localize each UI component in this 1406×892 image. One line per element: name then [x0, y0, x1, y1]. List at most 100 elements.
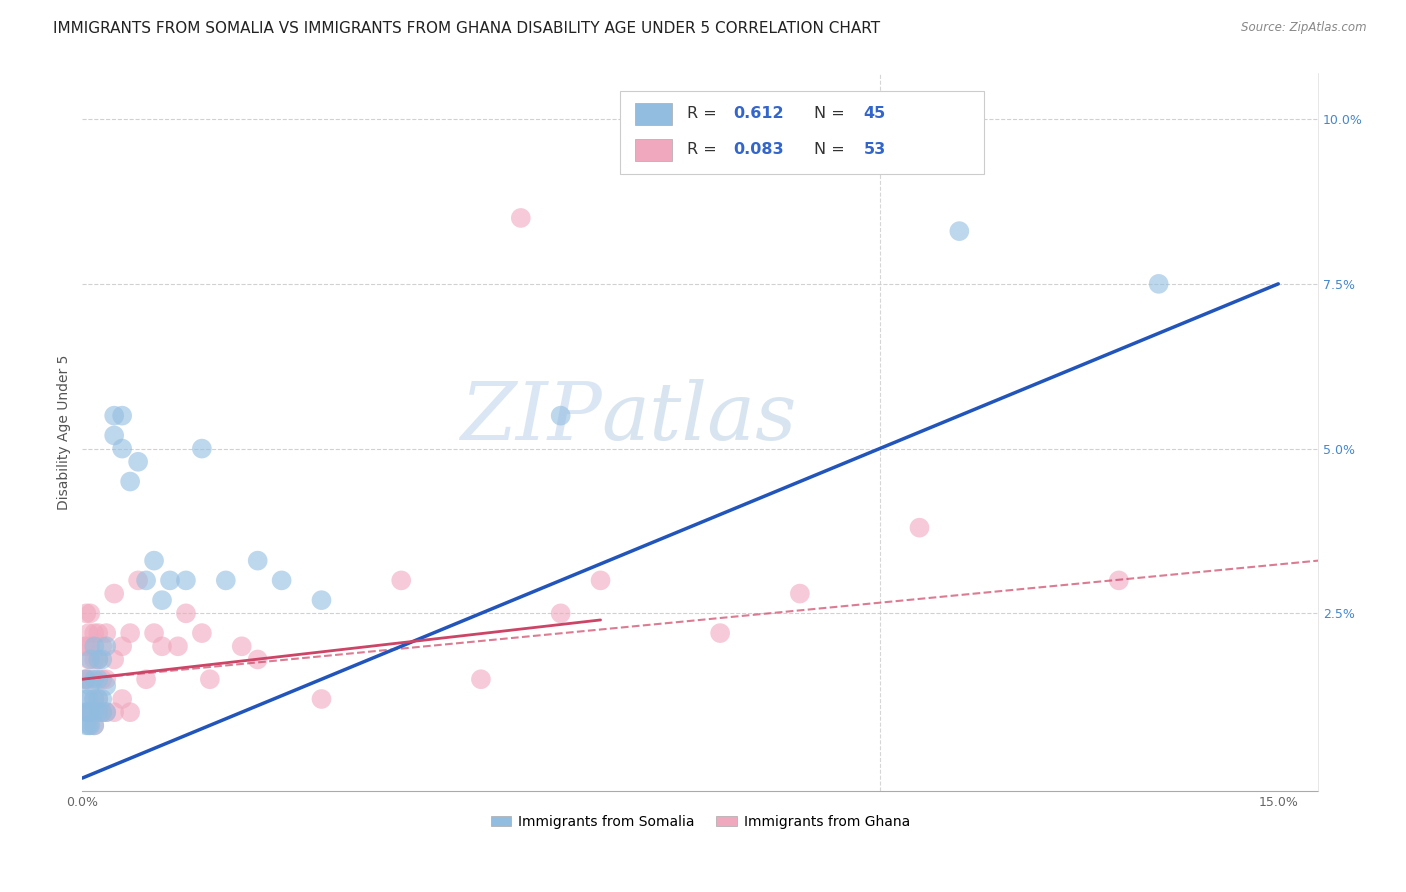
Point [91, 640, 114, 654]
Point [231, 640, 253, 654]
Point [246, 554, 269, 568]
Point [87, 652, 110, 666]
Point [77, 652, 100, 666]
Point [389, 574, 412, 588]
Point [83, 672, 105, 686]
Point [77, 705, 100, 719]
Point [135, 672, 157, 686]
Point [73, 672, 96, 686]
Point [111, 692, 134, 706]
Point [75, 607, 97, 621]
Point [550, 607, 572, 621]
Point [96, 705, 118, 719]
Point [79, 705, 101, 719]
Point [174, 574, 197, 588]
Point [87, 692, 110, 706]
Point [1147, 277, 1170, 291]
Point [120, 626, 142, 640]
Point [135, 574, 157, 588]
Point [191, 626, 214, 640]
Point [87, 626, 110, 640]
Point [127, 574, 149, 588]
Point [191, 442, 214, 456]
Text: R =: R = [686, 143, 721, 157]
Text: 45: 45 [863, 106, 886, 121]
Point [91, 672, 114, 686]
Point [79, 705, 101, 719]
FancyBboxPatch shape [634, 103, 672, 125]
Point [246, 652, 269, 666]
Point [111, 640, 134, 654]
Point [103, 652, 125, 666]
Point [103, 705, 125, 719]
Point [75, 718, 97, 732]
Point [91, 705, 114, 719]
Point [198, 672, 221, 686]
Point [96, 679, 118, 693]
Text: R =: R = [686, 106, 721, 121]
Point [550, 409, 572, 423]
Text: ZIP: ZIP [460, 379, 602, 457]
Text: 0.612: 0.612 [734, 106, 785, 121]
Point [167, 640, 190, 654]
Point [77, 705, 100, 719]
Text: Source: ZipAtlas.com: Source: ZipAtlas.com [1241, 21, 1367, 35]
Legend: Immigrants from Somalia, Immigrants from Ghana: Immigrants from Somalia, Immigrants from… [485, 810, 915, 835]
Point [77, 718, 100, 732]
Point [83, 718, 105, 732]
Point [83, 718, 105, 732]
Text: 53: 53 [863, 143, 886, 157]
Point [143, 626, 166, 640]
Point [789, 586, 811, 600]
Text: atlas: atlas [602, 379, 797, 457]
Point [270, 574, 292, 588]
Point [75, 705, 97, 719]
Point [127, 455, 149, 469]
Point [83, 692, 105, 706]
Point [215, 574, 238, 588]
Point [79, 652, 101, 666]
Point [143, 554, 166, 568]
Point [174, 607, 197, 621]
Point [103, 586, 125, 600]
FancyBboxPatch shape [620, 91, 984, 174]
Point [1108, 574, 1130, 588]
Point [73, 640, 96, 654]
Point [75, 672, 97, 686]
Y-axis label: Disability Age Under 5: Disability Age Under 5 [58, 354, 72, 510]
Point [79, 679, 101, 693]
Point [96, 626, 118, 640]
Point [908, 521, 931, 535]
Text: N =: N = [814, 106, 849, 121]
Point [709, 626, 731, 640]
FancyBboxPatch shape [634, 139, 672, 161]
Point [470, 672, 492, 686]
Text: N =: N = [814, 143, 849, 157]
Text: IMMIGRANTS FROM SOMALIA VS IMMIGRANTS FROM GHANA DISABILITY AGE UNDER 5 CORRELAT: IMMIGRANTS FROM SOMALIA VS IMMIGRANTS FR… [53, 21, 880, 37]
Point [311, 593, 333, 607]
Point [509, 211, 531, 225]
Point [111, 409, 134, 423]
Point [83, 692, 105, 706]
Point [79, 607, 101, 621]
Point [103, 428, 125, 442]
Point [91, 692, 114, 706]
Point [159, 574, 181, 588]
Text: 0.083: 0.083 [734, 143, 785, 157]
Point [79, 640, 101, 654]
Point [87, 652, 110, 666]
Point [120, 475, 142, 489]
Point [111, 442, 134, 456]
Point [87, 692, 110, 706]
Point [589, 574, 612, 588]
Point [150, 640, 173, 654]
Point [75, 705, 97, 719]
Point [87, 672, 110, 686]
Point [77, 692, 100, 706]
Point [87, 705, 110, 719]
Point [91, 652, 114, 666]
Point [96, 705, 118, 719]
Point [79, 672, 101, 686]
Point [75, 640, 97, 654]
Point [79, 718, 101, 732]
